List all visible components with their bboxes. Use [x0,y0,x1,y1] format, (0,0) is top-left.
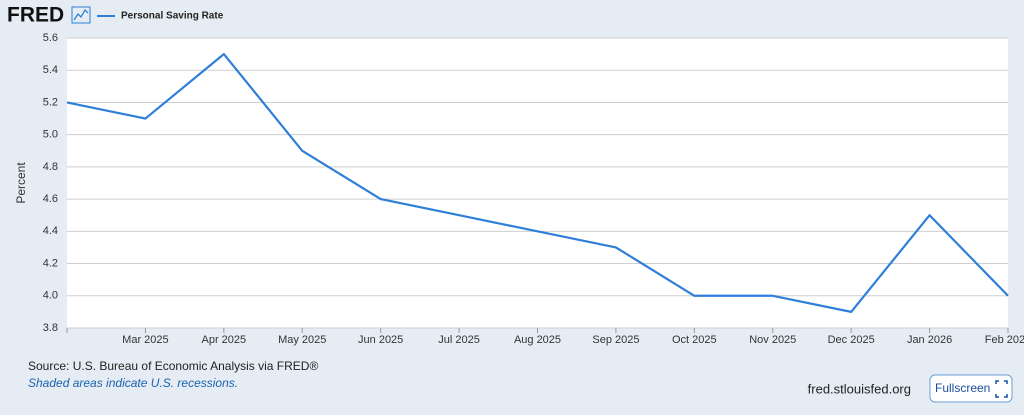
x-tick-label: Dec 2025 [828,334,875,346]
x-tick-label: Nov 2025 [749,334,796,346]
note: Shaded areas indicate U.S. recessions. [28,376,238,390]
plot-area [67,38,1008,328]
y-tick-label: 5.4 [43,64,58,76]
button-label[interactable]: Fullscreen [935,381,990,395]
logo-icon [71,6,91,24]
y-tick-label: 4.2 [43,257,58,269]
y-tick-label: 4.8 [43,161,58,173]
fullscreen-button[interactable]: Fullscreen [929,374,1013,403]
line-series [66,53,1009,313]
y-tick-label: 5.0 [43,129,58,141]
x-tick-label: May 2025 [278,334,326,346]
x-tick-label: Mar 2025 [122,334,168,346]
x-tick-label: Jul 2025 [438,334,480,346]
y-tick-label: 4.4 [43,225,58,237]
x-tick-label: Jan 2026 [907,334,952,346]
x-tick-label: Oct 2025 [672,334,717,346]
y-axis-label: Percent [14,162,28,204]
x-tick-label: Aug 2025 [514,334,561,346]
x-tick-label: Feb 2026 [985,334,1024,346]
legend-label: Personal Saving Rate [121,11,224,22]
x-tick-label: Apr 2025 [202,334,247,346]
x-tick-label: Sep 2025 [592,334,639,346]
logo: FRED [7,4,64,27]
fullscreen-icon [995,380,1008,398]
y-tick-label: 3.8 [43,322,58,334]
source: Source: U.S. Bureau of Economic Analysis… [28,359,318,373]
y-tick-label: 4.0 [43,290,58,302]
site-link[interactable]: fred.stlouisfed.org [808,381,911,396]
y-tick-label: 5.6 [43,32,58,44]
y-tick-label: 5.2 [43,96,58,108]
x-tick-label: Jun 2025 [358,334,403,346]
y-tick-label: 4.6 [43,193,58,205]
